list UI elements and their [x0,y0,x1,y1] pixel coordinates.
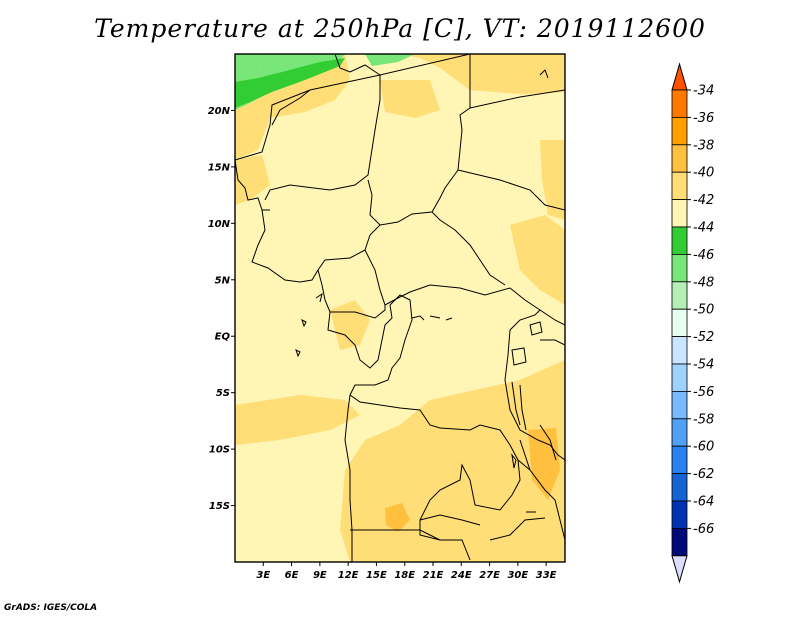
colorbar-label: -50 [693,303,714,318]
lat-tick-label: 5S [216,388,230,399]
lat-tick-label: 15S [209,501,230,512]
colorbar-label: -44 [693,221,714,236]
colorbar-label: -42 [693,193,714,208]
colorbar-label: -48 [693,275,714,290]
warm-east-central [510,215,565,305]
colorbar-label: -54 [693,358,714,373]
lon-tick-label: 18E [394,570,415,581]
colorbar-label: -56 [693,385,714,400]
colorbar-label: -52 [693,330,714,345]
lat-tick-label: 10N [208,219,231,230]
cold-nw-light [235,54,262,82]
colorbar-swatch [671,144,688,173]
lat-tick-label: 20N [208,106,231,117]
colorbar-swatch [671,117,688,146]
lon-tick-label: 15E [366,570,387,581]
warm-east [540,140,565,220]
colorbar-label: -36 [693,111,714,126]
lon-tick-label: 27E [479,570,500,581]
lon-tick-label: 6E [285,570,299,581]
latitude-axis: 20N 15N 10N 5N EQ 5S 10S 15S [208,106,235,512]
colorbar-swatch [671,445,688,475]
colorbar-swatch [671,281,688,310]
lon-tick-label: 3E [256,570,270,581]
colorbar-label: -46 [693,248,714,263]
colorbar-label: -66 [693,522,714,537]
colorbar-label: -34 [693,84,714,99]
warm-central-north [380,80,440,118]
colorbar-label: -60 [693,440,714,455]
colorbar-swatch [671,473,688,502]
map-frame [234,53,566,563]
colorbar-label: -38 [693,138,714,153]
colorbar-swatch [671,308,688,338]
colorbar-swatch [671,199,688,228]
lat-tick-label: 15N [208,162,231,173]
colorbar-swatch [671,528,688,557]
warm-ne [470,54,565,78]
lat-tick-label: 10S [209,445,230,456]
lon-tick-label: 30E [507,570,528,581]
colorbar-label: -64 [693,495,714,510]
country-borders [235,54,565,562]
temperature-field [235,54,565,562]
colorbar-swatch [671,336,688,365]
lon-tick-label: 24E [451,570,472,581]
colorbar-swatch [671,390,688,420]
colorbar-label: -58 [693,412,714,427]
colorbar-label: -62 [693,467,714,482]
longitude-axis: 3E 6E 9E 12E 15E 18E 21E 24E 27E 30E 33E [256,562,557,581]
lon-tick-label: 9E [313,570,327,581]
cold-n-strip [365,54,415,66]
colorbar-bottom-arrow [671,555,688,584]
colorbar-swatch [671,89,688,118]
lon-tick-label: 12E [338,570,359,581]
lat-tick-label: 5N [215,275,231,286]
map-title: Temperature at 250hPa [C], VT: 201911260… [94,14,706,43]
lon-tick-label: 33E [536,570,557,581]
colorbar-swatch [671,226,688,255]
lat-tick-label: EQ [215,332,231,343]
grads-credit: GrADS: IGES/COLA [4,603,98,613]
colorbar-swatch [671,171,688,200]
cool-ne-tongue [505,92,565,125]
colorbar-top-arrow [671,62,688,91]
lakes-and-islands [295,69,557,513]
colorbar-swatch [671,418,688,447]
warmest-patch [385,503,410,532]
colorbar-swatch [671,500,688,529]
colorbar-swatch [671,363,688,392]
cold-nw-core [235,58,345,108]
lon-tick-label: 21E [423,570,444,581]
warm-west-coast [235,155,270,205]
warm-sw-band [235,395,360,445]
colorbar-label: -40 [693,166,714,181]
colorbar: -34 -36 -38 -40 -42 -44 -46 -48 -50 -52 -54 -56 -58 -… [671,62,714,584]
colorbar-swatch [671,253,688,283]
